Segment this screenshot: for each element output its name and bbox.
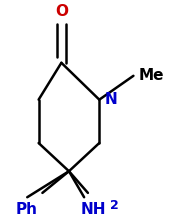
Text: 2: 2 — [110, 199, 118, 212]
Text: NH: NH — [80, 202, 106, 217]
Text: Me: Me — [139, 68, 165, 83]
Text: O: O — [55, 4, 68, 19]
Text: Ph: Ph — [16, 202, 38, 217]
Text: N: N — [105, 92, 118, 107]
